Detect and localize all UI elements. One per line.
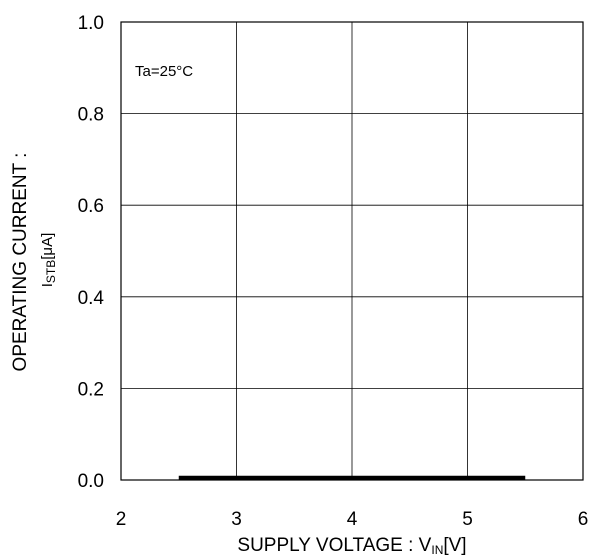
grid (120, 21, 584, 481)
y-tick-label: 0.0 (78, 471, 104, 492)
y-tick-label: 0.8 (78, 105, 104, 126)
x-axis-label-main: SUPPLY VOLTAGE : V (237, 535, 431, 556)
y-tick-label: 0.2 (78, 379, 104, 400)
plot-frame (120, 21, 584, 481)
y-axis-label-main: I (39, 283, 56, 287)
x-tick-labels: 2 3 4 5 6 (116, 509, 589, 530)
x-axis-label-unit: [V] (443, 535, 466, 556)
y-tick-label: 1.0 (78, 13, 104, 34)
y-tick-label: 0.6 (78, 196, 104, 217)
y-axis-label-line1: OPERATING CURRENT : (10, 153, 31, 372)
x-tick-label: 5 (462, 509, 473, 530)
y-axis-label-line2: ISTB[μA] (39, 233, 58, 288)
x-axis-label: SUPPLY VOLTAGE : VIN[V] (237, 535, 466, 557)
y-axis-label-subscript: STB (44, 260, 58, 283)
y-axis-label-unit: [μA] (39, 233, 56, 260)
temperature-annotation: Ta=25°C (135, 63, 193, 80)
x-tick-label: 2 (116, 509, 127, 530)
x-tick-label: 4 (347, 509, 358, 530)
x-tick-label: 3 (231, 509, 242, 530)
y-tick-label: 0.4 (78, 288, 105, 309)
y-tick-labels: 0.0 0.2 0.4 0.6 0.8 1.0 (78, 13, 105, 492)
x-tick-label: 6 (578, 509, 589, 530)
x-axis-label-subscript: IN (431, 543, 443, 557)
